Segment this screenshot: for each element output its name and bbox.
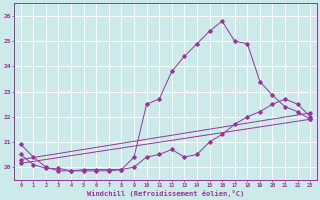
X-axis label: Windchill (Refroidissement éolien,°C): Windchill (Refroidissement éolien,°C) (87, 190, 244, 197)
